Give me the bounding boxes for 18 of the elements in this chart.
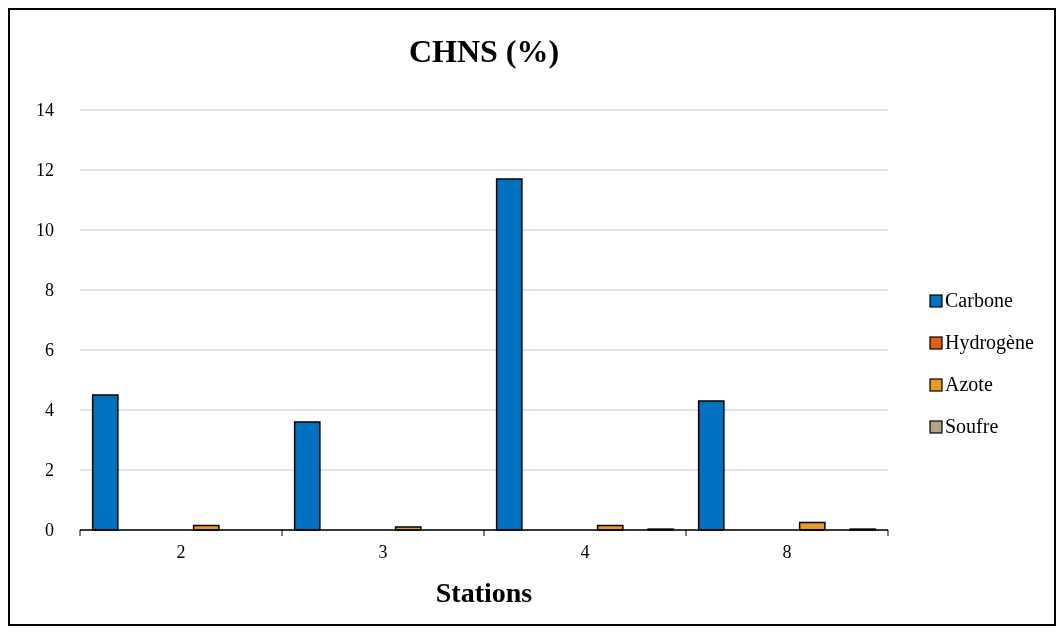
x-axis-title: Stations: [435, 577, 533, 608]
legend-label: Carbone: [945, 289, 1013, 311]
y-tick-label: 2: [45, 460, 54, 480]
chart-title: CHNS (%): [408, 33, 560, 69]
y-tick-label: 14: [36, 100, 54, 120]
x-tick-label: 8: [782, 542, 792, 562]
y-tick-label: 8: [45, 280, 54, 300]
x-tick-label: 2: [176, 542, 186, 562]
y-tick-label: 6: [45, 340, 54, 360]
y-tick-label: 4: [45, 400, 54, 420]
legend-label: Soufre: [945, 415, 999, 437]
x-tick-label: 3: [378, 542, 388, 562]
x-tick-label: 4: [580, 542, 590, 562]
legend-label: Azote: [945, 373, 993, 395]
y-tick-label: 0: [45, 520, 54, 540]
y-tick-label: 10: [36, 220, 54, 240]
legend-label: Hydrogène: [945, 331, 1034, 354]
y-tick-label: 12: [36, 160, 54, 180]
